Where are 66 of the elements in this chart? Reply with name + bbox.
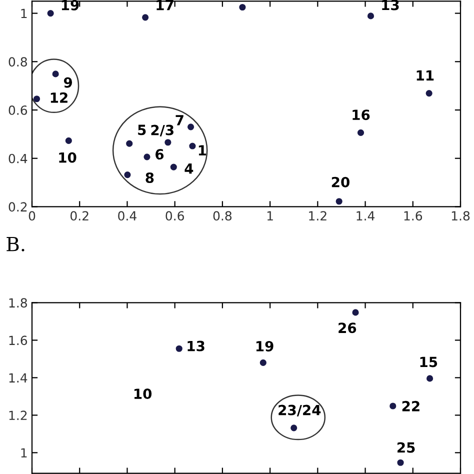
point — [126, 140, 133, 147]
y-tick-label: 1 — [21, 448, 27, 458]
point — [357, 129, 364, 136]
annotation: 15 — [420, 356, 438, 368]
x-tick-label: 0.6 — [166, 211, 184, 221]
point — [367, 12, 374, 20]
point — [390, 402, 396, 410]
annotation: 13 — [188, 340, 204, 352]
x-tick-label: 1.6 — [404, 211, 422, 221]
point — [290, 424, 298, 432]
point — [189, 142, 196, 150]
annotation: 10 — [59, 152, 76, 163]
x-tick-label: 0.4 — [118, 211, 136, 221]
x-tick-label: 1.8 — [452, 211, 470, 221]
y-tick-label: 0.6 — [8, 105, 28, 115]
point — [52, 70, 59, 78]
annotation: 26 — [338, 322, 356, 334]
point — [142, 14, 149, 21]
annotation: 23/24 — [278, 404, 321, 416]
y-tick-label: 1.4 — [9, 373, 28, 382]
point — [397, 459, 404, 466]
y-tick-label: 0.4 — [8, 154, 28, 164]
point — [426, 90, 432, 97]
annotation: 5 — [138, 124, 146, 136]
y-tick-label: 1.6 — [9, 336, 28, 346]
annotation: 20 — [332, 176, 350, 188]
point — [144, 154, 150, 160]
point — [47, 10, 54, 17]
x-tick-label: 0.2 — [70, 211, 88, 221]
point — [426, 375, 434, 382]
x-tick-label: 1.4 — [356, 211, 375, 220]
x-tick-label: 0 — [28, 211, 36, 221]
point — [170, 164, 177, 170]
point — [164, 139, 172, 146]
annotation: 9 — [64, 77, 72, 88]
point — [260, 359, 266, 366]
point — [336, 198, 342, 205]
y-tick-label: 1.2 — [9, 410, 27, 420]
point — [65, 137, 72, 144]
annotation: 4 — [184, 164, 194, 174]
annotation: 7 — [176, 115, 184, 126]
point — [239, 4, 246, 11]
x-tick-label: 1.2 — [309, 211, 326, 220]
y-tick-label: 1.8 — [9, 298, 27, 308]
point — [352, 309, 359, 316]
annotation: 2/3 — [151, 124, 174, 136]
chart-title: B. — [6, 236, 24, 252]
y-tick-label: 1 — [21, 8, 27, 18]
point — [187, 124, 194, 130]
annotation: 10 — [134, 388, 152, 400]
y-tick-label: 0.8 — [8, 57, 27, 67]
annotation: 1 — [198, 145, 206, 156]
point — [176, 345, 182, 352]
annotation: 22 — [402, 400, 420, 412]
annotation: 16 — [352, 110, 370, 120]
annotation: 12 — [50, 92, 68, 103]
annotation: 6 — [156, 149, 164, 160]
point — [124, 171, 131, 178]
x-tick-label: 0.8 — [213, 211, 232, 221]
annotation: 11 — [416, 70, 434, 80]
annotation: 25 — [398, 442, 415, 453]
annotation: 8 — [146, 172, 154, 183]
point — [33, 96, 40, 102]
x-tick-label: 1 — [267, 211, 273, 220]
y-tick-label: 0.2 — [8, 202, 27, 212]
annotation: 19 — [256, 340, 274, 352]
